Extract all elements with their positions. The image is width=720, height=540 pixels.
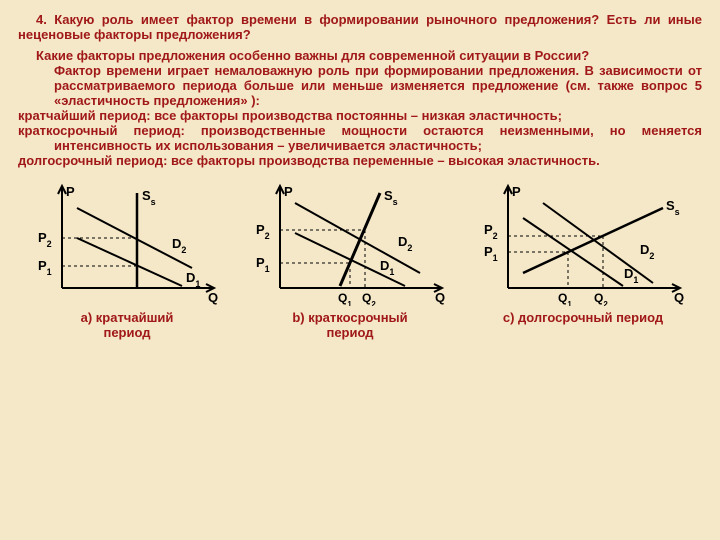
chart-a-caption: a) кратчайшийпериод (81, 310, 174, 340)
svg-text:P2: P2 (256, 222, 270, 241)
chart-a-svg: P Q P1 P2 Ss D1 D2 (22, 178, 232, 306)
svg-text:Q: Q (435, 290, 445, 305)
chart-c-svg: P Q P1 P2 Ss D1 D2 Q1 Q2 (468, 178, 698, 306)
question-russia: Какие факторы предложения особенно важны… (18, 48, 702, 63)
svg-text:P2: P2 (38, 230, 52, 249)
charts-row: P Q P1 P2 Ss D1 D2 a) кратчайшийпериод (18, 178, 702, 340)
svg-text:D1: D1 (624, 266, 638, 285)
intro-paragraph: Фактор времени играет немаловажную роль … (18, 63, 702, 108)
bullet-shortest: кратчайший период: все факторы производс… (18, 108, 702, 123)
svg-text:P1: P1 (256, 255, 270, 274)
bullet-short-run: краткосрочный период: производственные м… (18, 123, 702, 153)
svg-text:D1: D1 (186, 270, 200, 289)
svg-text:Q: Q (674, 290, 684, 305)
svg-text:P1: P1 (38, 258, 52, 277)
svg-text:D2: D2 (172, 236, 186, 255)
svg-text:Q: Q (208, 290, 218, 305)
chart-b-caption: b) краткосрочныйпериод (292, 310, 407, 340)
svg-text:Q2: Q2 (594, 291, 608, 306)
svg-text:P2: P2 (484, 222, 498, 241)
svg-text:Ss: Ss (666, 198, 680, 217)
svg-text:Q2: Q2 (362, 291, 376, 306)
svg-text:D2: D2 (640, 242, 654, 261)
chart-b-svg: P Q P1 P2 Ss D1 D2 Q1 Q2 (240, 178, 460, 306)
svg-text:Ss: Ss (142, 188, 156, 207)
chart-c-caption: c) долгосрочный период (503, 310, 663, 325)
svg-text:P: P (284, 184, 293, 199)
question-title: 4. Какую роль имеет фактор времени в фор… (18, 12, 702, 42)
svg-text:P1: P1 (484, 244, 498, 263)
svg-text:Q1: Q1 (558, 291, 572, 306)
svg-text:P: P (66, 184, 75, 199)
svg-text:D2: D2 (398, 234, 412, 253)
chart-c: P Q P1 P2 Ss D1 D2 Q1 Q2 c) долгосрочный… (468, 178, 698, 340)
chart-b: P Q P1 P2 Ss D1 D2 Q1 Q2 b) краткосрочны… (240, 178, 460, 340)
svg-text:Ss: Ss (384, 188, 398, 207)
bullet-long-run: долгосрочный период: все факторы произво… (18, 153, 702, 168)
svg-text:P: P (512, 184, 521, 199)
svg-text:Q1: Q1 (338, 291, 352, 306)
chart-a: P Q P1 P2 Ss D1 D2 a) кратчайшийпериод (22, 178, 232, 340)
